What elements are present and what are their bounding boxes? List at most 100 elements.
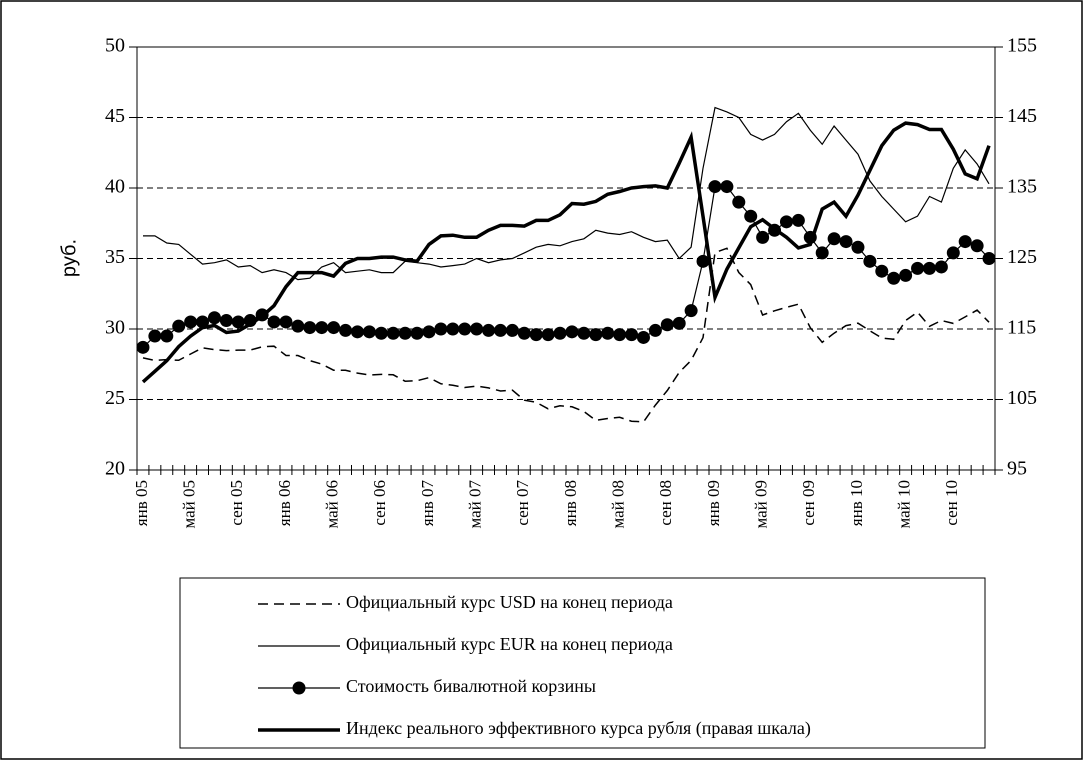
- point-marker: [851, 240, 865, 254]
- point-marker: [684, 304, 698, 318]
- point-marker: [493, 323, 507, 337]
- point-marker: [636, 330, 650, 344]
- point-marker: [529, 328, 543, 342]
- x-tick-label: сен 09: [799, 480, 818, 526]
- point-marker: [863, 254, 877, 268]
- point-marker: [136, 340, 150, 354]
- legend-box: [179, 577, 986, 749]
- x-tick-label: май 09: [752, 480, 771, 529]
- point-marker: [458, 322, 472, 336]
- y-tick-label: 50: [105, 35, 125, 57]
- point-marker: [327, 321, 341, 335]
- point-marker: [184, 315, 198, 329]
- x-tick-label: янв 05: [132, 480, 151, 526]
- point-marker: [875, 264, 889, 278]
- point-marker: [160, 329, 174, 343]
- point-marker: [708, 180, 722, 194]
- point-marker: [696, 254, 710, 268]
- point-marker: [577, 326, 591, 340]
- point-marker: [589, 328, 603, 342]
- y-tick-label: 40: [105, 176, 125, 198]
- y2-tick-label: 105: [1007, 387, 1037, 409]
- point-marker: [386, 326, 400, 340]
- legend-label: Официальный курс USD на конец периода: [346, 592, 673, 612]
- series-line: [143, 106, 990, 281]
- y2-tick-label: 155: [1007, 35, 1037, 57]
- y-tick-label: 45: [105, 105, 125, 127]
- series-line: [142, 247, 990, 423]
- point-marker: [398, 326, 412, 340]
- y-tick-label: 35: [105, 246, 125, 268]
- point-marker: [207, 311, 221, 325]
- y-tick-label: 20: [105, 458, 125, 480]
- point-marker: [970, 239, 984, 253]
- y2-tick-label: 145: [1007, 105, 1037, 127]
- point-marker: [839, 235, 853, 249]
- x-tick-label: май 07: [466, 480, 485, 529]
- point-marker: [911, 261, 925, 275]
- legend-label: Официальный курс EUR на конец периода: [346, 634, 673, 654]
- legend-label: Стоимость бивалютной корзины: [346, 676, 596, 696]
- y-tick-label: 30: [105, 317, 125, 339]
- point-marker: [648, 323, 662, 337]
- point-marker: [362, 325, 376, 339]
- y2-tick-label: 95: [1007, 458, 1027, 480]
- x-tick-label: сен 08: [656, 480, 675, 526]
- point-marker: [541, 328, 555, 342]
- point-marker: [291, 319, 305, 333]
- point-marker: [732, 195, 746, 209]
- point-marker: [827, 232, 841, 246]
- point-marker: [922, 261, 936, 275]
- point-marker: [887, 271, 901, 285]
- x-tick-label: май 06: [323, 480, 342, 529]
- point-marker: [482, 323, 496, 337]
- y-tick-label: 25: [105, 387, 125, 409]
- point-marker: [279, 315, 293, 329]
- point-marker: [267, 315, 281, 329]
- point-marker: [565, 325, 579, 339]
- point-marker: [470, 322, 484, 336]
- point-marker: [720, 180, 734, 194]
- point-marker: [303, 321, 317, 335]
- point-marker: [315, 321, 329, 335]
- x-tick-label: янв 10: [847, 480, 866, 526]
- y2-tick-label: 125: [1007, 246, 1037, 268]
- point-marker: [672, 316, 686, 330]
- point-marker: [219, 314, 233, 328]
- point-marker: [374, 326, 388, 340]
- point-marker: [601, 326, 615, 340]
- x-tick-label: сен 05: [227, 480, 246, 526]
- point-marker: [815, 246, 829, 260]
- legend-label: Индекс реального эффективного курса рубл…: [346, 718, 811, 739]
- point-marker: [148, 329, 162, 343]
- point-marker: [505, 323, 519, 337]
- point-marker: [625, 328, 639, 342]
- x-tick-label: май 05: [180, 480, 199, 529]
- point-marker: [196, 315, 210, 329]
- x-tick-label: сен 07: [513, 480, 532, 526]
- point-marker: [660, 318, 674, 332]
- point-marker: [958, 235, 972, 249]
- point-marker: [744, 209, 758, 223]
- point-marker: [946, 246, 960, 260]
- point-marker: [446, 322, 460, 336]
- x-tick-label: май 08: [609, 480, 628, 529]
- point-marker: [517, 326, 531, 340]
- x-tick-label: сен 10: [942, 480, 961, 526]
- point-marker: [231, 315, 245, 329]
- x-tick-label: янв 08: [561, 480, 580, 526]
- point-marker: [422, 325, 436, 339]
- point-marker: [172, 319, 186, 333]
- legend-marker: [292, 681, 306, 695]
- point-marker: [934, 260, 948, 274]
- x-tick-label: янв 09: [704, 480, 723, 526]
- point-marker: [553, 326, 567, 340]
- point-marker: [982, 252, 996, 265]
- x-tick-label: май 10: [895, 480, 914, 529]
- x-tick-label: янв 07: [418, 480, 437, 527]
- x-tick-label: сен 06: [370, 480, 389, 526]
- y2-tick-label: 135: [1007, 176, 1037, 198]
- y-axis-label: руб.: [58, 239, 80, 277]
